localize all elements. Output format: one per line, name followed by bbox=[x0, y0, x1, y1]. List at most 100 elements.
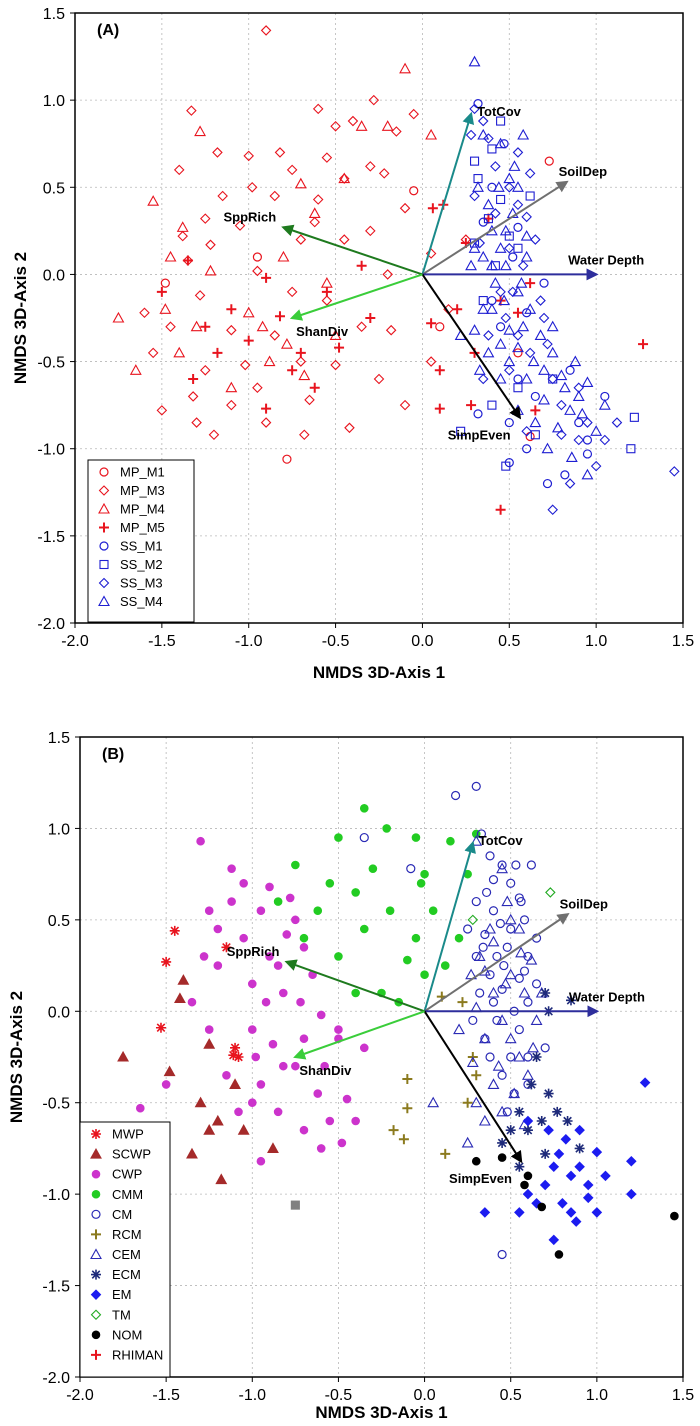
data-point bbox=[188, 374, 199, 384]
legend-marker bbox=[99, 467, 109, 477]
data-point bbox=[471, 896, 481, 907]
data-point bbox=[159, 303, 172, 314]
y-tick-label: 0.5 bbox=[43, 180, 65, 197]
data-point bbox=[520, 250, 533, 262]
data-point bbox=[626, 1155, 637, 1167]
data-point bbox=[496, 116, 506, 126]
data-point bbox=[334, 1025, 343, 1034]
data-point bbox=[313, 906, 323, 916]
data-point bbox=[554, 1250, 564, 1259]
y-tick-label: -0.5 bbox=[42, 1096, 70, 1113]
data-point bbox=[504, 1032, 517, 1044]
data-point bbox=[399, 399, 411, 411]
data-point bbox=[496, 862, 509, 874]
data-point bbox=[312, 194, 324, 205]
data-point bbox=[548, 1161, 560, 1172]
legend-marker bbox=[91, 1189, 101, 1199]
data-point bbox=[282, 930, 292, 939]
data-point bbox=[508, 160, 521, 171]
data-point bbox=[531, 979, 542, 989]
data-point bbox=[204, 906, 214, 916]
data-point bbox=[488, 875, 499, 885]
data-point bbox=[365, 161, 376, 172]
x-tick-label: 0.5 bbox=[498, 633, 520, 650]
x-tick-label: 0.0 bbox=[411, 633, 433, 650]
data-point bbox=[351, 888, 360, 897]
data-point bbox=[246, 182, 258, 193]
x-tick-label: 1.5 bbox=[672, 1387, 694, 1404]
data-point bbox=[518, 986, 531, 998]
x-tick-label: 1.0 bbox=[585, 633, 607, 650]
data-point bbox=[535, 295, 546, 306]
data-point bbox=[525, 278, 536, 289]
data-point bbox=[473, 950, 486, 961]
data-point bbox=[263, 355, 276, 367]
data-point bbox=[342, 1094, 352, 1104]
legend-entry: SCWP bbox=[112, 1147, 151, 1162]
x-tick-label: 0.5 bbox=[500, 1387, 522, 1404]
legend-marker bbox=[98, 595, 110, 607]
data-point bbox=[540, 1043, 550, 1053]
data-point bbox=[476, 829, 487, 839]
data-point bbox=[465, 259, 478, 271]
data-point bbox=[285, 893, 295, 903]
vector-label: ShanDiv bbox=[296, 324, 349, 339]
legend-entry: MP_M1 bbox=[120, 465, 165, 480]
vector-label: SimpEven bbox=[448, 427, 511, 442]
data-point bbox=[399, 62, 411, 74]
data-point bbox=[212, 347, 223, 358]
data-point bbox=[261, 403, 272, 414]
data-point bbox=[547, 373, 558, 385]
data-point bbox=[477, 115, 489, 127]
data-point bbox=[474, 237, 486, 249]
data-point bbox=[517, 128, 530, 140]
legend-entry: SS_M2 bbox=[120, 557, 163, 572]
data-point bbox=[299, 933, 309, 943]
data-point bbox=[574, 1143, 585, 1154]
x-tick-label: -1.0 bbox=[235, 633, 263, 650]
data-point bbox=[186, 1147, 198, 1159]
data-point bbox=[565, 1207, 577, 1218]
data-point bbox=[483, 133, 494, 144]
data-point bbox=[160, 278, 170, 288]
x-tick-label: -0.5 bbox=[325, 1387, 353, 1404]
data-point bbox=[291, 915, 300, 925]
data-point bbox=[213, 924, 223, 934]
data-point bbox=[213, 961, 223, 970]
data-point bbox=[483, 214, 493, 224]
legend-entry: SS_M3 bbox=[120, 576, 163, 591]
data-point bbox=[576, 407, 589, 419]
data-point bbox=[505, 1125, 516, 1136]
data-point bbox=[136, 1103, 145, 1113]
data-point bbox=[406, 864, 416, 874]
data-point bbox=[582, 449, 593, 459]
data-point bbox=[504, 243, 515, 254]
data-point bbox=[566, 995, 577, 1006]
data-point bbox=[508, 252, 518, 262]
data-point bbox=[226, 304, 237, 315]
data-point bbox=[427, 203, 438, 214]
legend-entry: SS_M1 bbox=[120, 539, 163, 554]
data-point bbox=[513, 374, 523, 384]
plot-frame bbox=[79, 736, 684, 1378]
legend-marker bbox=[91, 1229, 101, 1240]
data-point bbox=[514, 1106, 525, 1117]
data-point bbox=[239, 878, 248, 888]
data-point bbox=[177, 230, 188, 242]
data-point bbox=[548, 374, 558, 384]
data-point bbox=[233, 1052, 244, 1062]
data-point bbox=[538, 393, 550, 405]
data-point bbox=[187, 391, 199, 402]
legend-marker bbox=[90, 1248, 102, 1260]
data-point bbox=[572, 390, 585, 401]
data-point bbox=[565, 1170, 577, 1182]
data-point bbox=[504, 365, 515, 376]
data-point bbox=[256, 320, 269, 332]
data-point bbox=[299, 942, 309, 952]
data-point bbox=[519, 966, 530, 976]
legend-entry: MP_M5 bbox=[120, 520, 165, 535]
data-point bbox=[542, 338, 553, 350]
vector-arrow bbox=[423, 840, 476, 1012]
data-point bbox=[446, 836, 455, 846]
data-point bbox=[582, 1192, 594, 1204]
